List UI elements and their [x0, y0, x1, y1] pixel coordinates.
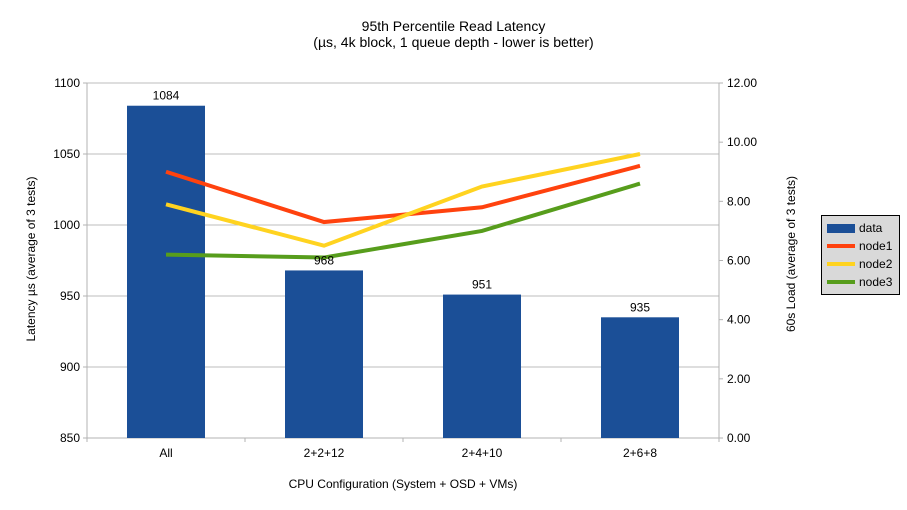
left-axis-tick-label: 850 — [60, 431, 80, 445]
right-axis-tick-label: 0.00 — [727, 431, 751, 445]
legend-swatch-node2 — [827, 262, 855, 266]
legend-label-node1: node1 — [859, 239, 893, 253]
legend-item-node2: node2 — [827, 258, 897, 270]
legend-swatch-data — [827, 223, 855, 233]
chart-title: 95th Percentile Read Latency (µs, 4k blo… — [0, 18, 907, 50]
chart-title-line2: (µs, 4k block, 1 queue depth - lower is … — [313, 34, 594, 50]
right-axis-tick-label: 8.00 — [727, 194, 751, 208]
bar-2+2+12 — [285, 270, 363, 438]
left-axis-tick-label: 1050 — [53, 147, 80, 161]
line-node2 — [165, 152, 641, 248]
x-axis-title: CPU Configuration (System + OSD + VMs) — [288, 477, 518, 491]
legend-item-node1: node1 — [827, 240, 897, 252]
line-node3 — [165, 181, 641, 260]
legend: data node1 node2 node3 — [821, 215, 900, 295]
x-axis-category-label: 2+4+10 — [462, 446, 503, 460]
legend-swatch-node1 — [827, 244, 855, 248]
legend-swatch-node3 — [827, 280, 855, 284]
right-axis-tick-label: 4.00 — [727, 313, 751, 327]
legend-label-data: data — [859, 221, 883, 235]
right-axis-tick-label: 6.00 — [727, 254, 751, 268]
right-axis-tick-label: 10.00 — [727, 135, 757, 149]
left-axis-title: Latency µs (average of 3 tests) — [24, 176, 38, 342]
x-axis-category-label: 2+6+8 — [623, 446, 657, 460]
legend-item-data: data — [827, 222, 897, 234]
bar-2+6+8 — [601, 317, 679, 438]
right-axis-tick-label: 2.00 — [727, 372, 751, 386]
left-axis-tick-label: 1100 — [54, 76, 80, 90]
left-axis-tick-label: 950 — [60, 289, 80, 303]
bar-All — [127, 105, 205, 438]
left-axis-tick-label: 1000 — [53, 218, 80, 232]
bar-value-label: 951 — [472, 278, 492, 292]
x-axis-category-label: 2+2+12 — [304, 446, 345, 460]
x-axis-category-label: All — [159, 446, 172, 460]
left-axis-tick-label: 900 — [60, 360, 80, 374]
line-node1 — [165, 163, 641, 225]
chart-title-line1: 95th Percentile Read Latency — [361, 18, 546, 34]
bar-value-label: 1084 — [153, 89, 180, 103]
legend-label-node3: node3 — [859, 275, 893, 289]
right-axis-tick-label: 12.00 — [727, 76, 757, 90]
right-axis-title: 60s Load (average of 3 tests) — [784, 175, 798, 333]
legend-label-node2: node2 — [859, 257, 893, 271]
legend-item-node3: node3 — [827, 276, 897, 288]
bar-value-label: 935 — [630, 300, 650, 314]
bar-2+4+10 — [443, 294, 521, 438]
bar-value-label: 968 — [314, 253, 334, 267]
